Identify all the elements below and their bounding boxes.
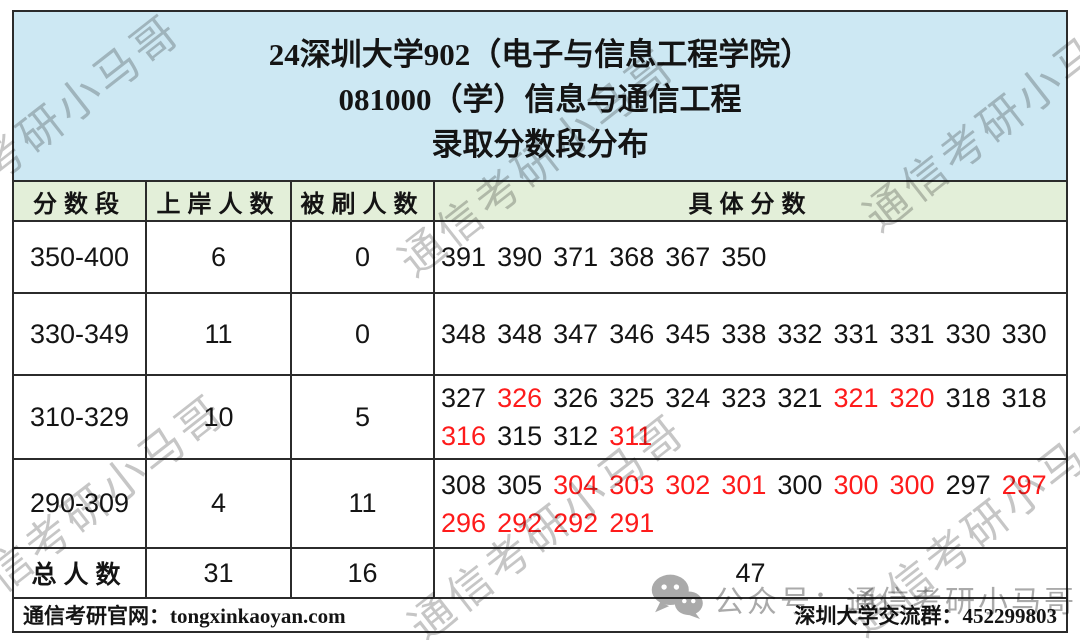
score-value: 331 [889, 319, 935, 349]
admitted-count-cell: 4 [147, 460, 292, 547]
score-value: 300 [889, 469, 935, 500]
score-value: 368 [609, 242, 655, 272]
score-value: 346 [609, 319, 655, 349]
score-value: 390 [497, 242, 543, 272]
range-cell: 290-309 [14, 460, 147, 547]
score-value: 347 [553, 319, 599, 349]
score-value: 318 [1001, 383, 1047, 413]
score-value: 318 [945, 383, 991, 413]
range-cell: 330-349 [14, 294, 147, 374]
score-value: 348 [441, 319, 487, 349]
rejected-count-cell: 0 [292, 222, 435, 292]
score-value: 325 [609, 383, 655, 413]
range-cell: 310-329 [14, 376, 147, 458]
score-value: 350 [721, 242, 767, 272]
table-body: 350-400 6 0 391 390 371 368 367 350 330-349 11 0 348… [14, 222, 1066, 549]
score-value: 303 [609, 469, 655, 500]
score-value: 338 [721, 319, 767, 349]
rejected-count-cell: 11 [292, 460, 435, 547]
score-value: 326 [553, 383, 599, 413]
table-footer: 通信考研官网：tongxinkaoyan.com 深圳大学交流群：4522998… [14, 599, 1066, 631]
score-value: 371 [553, 242, 599, 272]
scores-cell: 327 326 326 325 324 323 321 321 320 318 318 316 315 3… [435, 376, 1066, 458]
score-value: 297 [945, 469, 991, 500]
score-value: 391 [441, 242, 487, 272]
total-rejected: 16 [292, 549, 435, 597]
score-value: 331 [833, 319, 879, 349]
total-row: 总人数 31 16 47 [14, 549, 1066, 599]
score-value: 305 [497, 469, 543, 500]
score-value: 304 [553, 469, 599, 500]
score-value: 367 [665, 242, 711, 272]
score-value: 326 [497, 383, 543, 413]
table-row: 330-349 11 0 348 348 347 346 345 338 332 331 331 330… [14, 294, 1066, 376]
footer-website: 通信考研官网：tongxinkaoyan.com [23, 604, 346, 628]
score-value: 300 [833, 469, 879, 500]
title-line-2: 081000（学）信息与通信工程 [338, 82, 742, 117]
score-value: 348 [497, 319, 543, 349]
score-value: 296 [441, 507, 487, 538]
score-value: 300 [777, 469, 823, 500]
score-value: 315 [497, 421, 543, 451]
score-value: 327 [441, 383, 487, 413]
score-value: 291 [609, 507, 655, 538]
admitted-count-cell: 10 [147, 376, 292, 458]
score-value: 301 [721, 469, 767, 500]
score-value: 323 [721, 383, 767, 413]
scores-cell: 391 390 371 368 367 350 [435, 222, 1066, 292]
table-row: 310-329 10 5 327 326 326 325 324 323 321 321 320 318… [14, 376, 1066, 460]
scores-cell: 308 305 304 303 302 301 300 300 300 297 297 296 292 2… [435, 460, 1066, 547]
total-scores-count: 47 [735, 557, 766, 588]
table-row: 350-400 6 0 391 390 371 368 367 350 [14, 222, 1066, 294]
score-value: 324 [665, 383, 711, 413]
score-value: 330 [1001, 319, 1047, 349]
table-row: 290-309 4 11 308 305 304 303 302 301 300 300 300 297… [14, 460, 1066, 549]
score-value: 308 [441, 469, 487, 500]
rejected-count-cell: 0 [292, 294, 435, 374]
score-value: 316 [441, 421, 487, 451]
total-admitted: 31 [147, 549, 292, 597]
score-table: 24深圳大学902（电子与信息工程学院） 081000（学）信息与通信工程 录取… [12, 10, 1068, 633]
score-value: 321 [833, 383, 879, 413]
title-line-1: 24深圳大学902（电子与信息工程学院） [268, 37, 812, 72]
header-range: 分数段 [14, 182, 147, 220]
score-value: 297 [1001, 469, 1047, 500]
score-value: 292 [497, 507, 543, 538]
admitted-count-cell: 6 [147, 222, 292, 292]
total-label: 总人数 [14, 549, 147, 597]
score-value: 302 [665, 469, 711, 500]
header-admitted: 上岸人数 [147, 182, 292, 220]
score-value: 321 [777, 383, 823, 413]
score-value: 292 [553, 507, 599, 538]
header-rejected: 被刷人数 [292, 182, 435, 220]
range-cell: 350-400 [14, 222, 147, 292]
scores-cell: 348 348 347 346 345 338 332 331 331 330 330 [435, 294, 1066, 374]
header-scores: 具体分数 [435, 182, 1066, 220]
score-value: 332 [777, 319, 823, 349]
score-value: 312 [553, 421, 599, 451]
score-value: 320 [889, 383, 935, 413]
admitted-count-cell: 11 [147, 294, 292, 374]
score-value: 330 [945, 319, 991, 349]
score-value: 311 [609, 421, 653, 451]
footer-group: 深圳大学交流群：452299803 [794, 604, 1058, 628]
title-line-3: 录取分数段分布 [431, 127, 649, 162]
table-header-row: 分数段 上岸人数 被刷人数 具体分数 [14, 182, 1066, 222]
rejected-count-cell: 5 [292, 376, 435, 458]
table-title: 24深圳大学902（电子与信息工程学院） 081000（学）信息与通信工程 录取… [14, 12, 1066, 182]
score-value: 345 [665, 319, 711, 349]
